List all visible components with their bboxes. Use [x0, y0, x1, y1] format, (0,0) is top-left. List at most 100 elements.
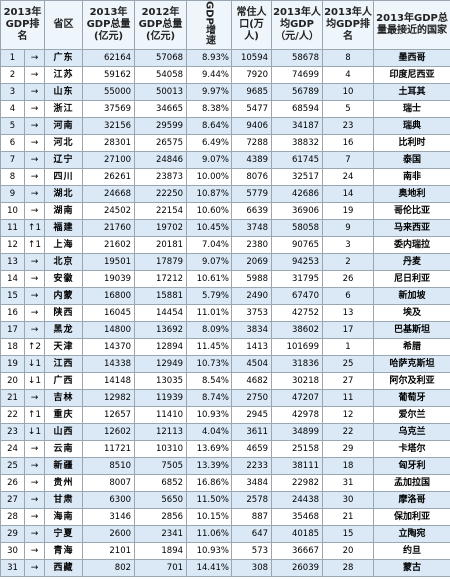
cell-gdp2013: 12982 [82, 389, 136, 407]
cell-province: 黑龙 [44, 321, 84, 339]
cell-population: 573 [231, 542, 273, 560]
cell-gdp2013: 24502 [82, 202, 136, 220]
cell-province: 湖南 [44, 202, 84, 220]
cell-gdp2013: 14338 [82, 355, 136, 373]
cell-province: 上海 [44, 236, 84, 254]
table-row: 28 → 海南 3146 2856 10.15% 887 35468 21 保加利亚 [0, 508, 450, 526]
cell-rank-change: → [23, 440, 46, 458]
cell-per-capita-rank: 19 [322, 202, 375, 220]
cell-per-capita-gdp: 61745 [271, 151, 324, 169]
cell-province: 安徽 [44, 270, 84, 288]
cell-gdp2012: 15881 [134, 287, 188, 305]
header-pop-label: 常住人口(万人) [236, 7, 267, 42]
cell-closest-country: 摩洛哥 [373, 491, 450, 509]
cell-gdp2013: 8510 [82, 457, 136, 475]
cell-per-capita-gdp: 36906 [271, 202, 324, 220]
cell-population: 2945 [231, 406, 273, 424]
cell-growth: 10.87% [186, 185, 233, 203]
cell-population: 3753 [231, 304, 273, 322]
table-row: 21 → 吉林 12982 11939 8.74% 2750 47207 11 葡萄牙 [0, 389, 450, 407]
cell-growth: 10.61% [186, 270, 233, 288]
cell-per-capita-gdp: 58678 [271, 49, 324, 67]
cell-province: 福建 [44, 219, 84, 237]
cell-per-capita-rank: 10 [322, 83, 375, 101]
table-row: 19 ↓1 江西 14338 12949 10.73% 4504 31836 25 哈萨克斯坦 [0, 355, 450, 373]
cell-gdp2012: 2856 [134, 508, 188, 526]
cell-province: 广东 [44, 49, 84, 67]
cell-gdp2013: 27100 [82, 151, 136, 169]
cell-per-capita-rank: 4 [322, 66, 375, 84]
cell-closest-country: 巴基斯坦 [373, 321, 450, 339]
cell-province: 湖北 [44, 185, 84, 203]
cell-province: 云南 [44, 440, 84, 458]
cell-closest-country: 新加坡 [373, 287, 450, 305]
cell-per-capita-rank: 8 [322, 49, 375, 67]
cell-growth: 11.06% [186, 525, 233, 543]
cell-rank: 4 [0, 100, 25, 118]
cell-per-capita-rank: 24 [322, 168, 375, 186]
cell-per-capita-rank: 31 [322, 474, 375, 492]
cell-province: 海南 [44, 508, 84, 526]
header-growth-label: GDP增速 [203, 1, 215, 45]
cell-rank-change: ↓1 [23, 372, 46, 390]
cell-closest-country: 南非 [373, 168, 450, 186]
cell-population: 7920 [231, 66, 273, 84]
cell-province: 河北 [44, 134, 84, 152]
cell-rank-change: → [23, 474, 46, 492]
cell-per-capita-rank: 26 [322, 270, 375, 288]
cell-closest-country: 蒙古 [373, 559, 450, 577]
cell-province: 陕西 [44, 304, 84, 322]
table-row: 22 ↑1 重庆 12657 11410 10.93% 2945 42978 12 爱尔兰 [0, 406, 450, 424]
table-row: 14 → 安徽 19039 17212 10.61% 5988 31795 26 尼日利亚 [0, 270, 450, 288]
cell-rank-change: ↓1 [23, 423, 46, 441]
cell-gdp2013: 2101 [82, 542, 136, 560]
header-rank-label: 2013年GDP排名 [3, 7, 42, 42]
cell-per-capita-gdp: 38832 [271, 134, 324, 152]
cell-rank: 8 [0, 168, 25, 186]
cell-closest-country: 阿尔及利亚 [373, 372, 450, 390]
cell-population: 887 [231, 508, 273, 526]
cell-closest-country: 埃及 [373, 304, 450, 322]
cell-per-capita-rank: 11 [322, 389, 375, 407]
cell-rank-change: → [23, 542, 46, 560]
cell-rank: 17 [0, 321, 25, 339]
table-row: 24 → 云南 11721 10310 13.69% 4659 25158 29 卡塔尔 [0, 440, 450, 458]
cell-rank-change: → [23, 83, 46, 101]
cell-rank-change: → [23, 559, 46, 577]
cell-per-capita-rank: 12 [322, 406, 375, 424]
cell-rank: 27 [0, 491, 25, 509]
cell-gdp2013: 37569 [82, 100, 136, 118]
cell-gdp2012: 12894 [134, 338, 188, 356]
table-row: 23 ↓1 山西 12602 12113 4.04% 3611 34899 22 乌克兰 [0, 423, 450, 441]
cell-closest-country: 卡塔尔 [373, 440, 450, 458]
cell-population: 4682 [231, 372, 273, 390]
cell-rank-change: ↑1 [23, 219, 46, 237]
cell-gdp2012: 11939 [134, 389, 188, 407]
cell-per-capita-rank: 7 [322, 151, 375, 169]
cell-population: 2380 [231, 236, 273, 254]
cell-per-capita-rank: 15 [322, 525, 375, 543]
cell-per-capita-gdp: 38602 [271, 321, 324, 339]
table-row: 1 → 广东 62164 57068 8.93% 10594 58678 8 墨西哥 [0, 49, 450, 67]
cell-rank-change: → [23, 389, 46, 407]
cell-rank-change: → [23, 508, 46, 526]
cell-population: 3748 [231, 219, 273, 237]
cell-province: 北京 [44, 253, 84, 271]
cell-population: 5477 [231, 100, 273, 118]
cell-gdp2013: 6300 [82, 491, 136, 509]
cell-per-capita-gdp: 56789 [271, 83, 324, 101]
cell-rank-change: → [23, 100, 46, 118]
cell-closest-country: 瑞士 [373, 100, 450, 118]
cell-closest-country: 葡萄牙 [373, 389, 450, 407]
cell-per-capita-rank: 13 [322, 304, 375, 322]
cell-gdp2012: 7505 [134, 457, 188, 475]
table-row: 16 → 陕西 16045 14454 11.01% 3753 42752 13 埃及 [0, 304, 450, 322]
cell-gdp2012: 10310 [134, 440, 188, 458]
table-row: 2 → 江苏 59162 54058 9.44% 7920 74699 4 印度尼西亚 [0, 66, 450, 84]
cell-growth: 10.45% [186, 219, 233, 237]
cell-rank: 5 [0, 117, 25, 135]
cell-growth: 10.73% [186, 355, 233, 373]
cell-rank: 9 [0, 185, 25, 203]
cell-closest-country: 印度尼西亚 [373, 66, 450, 84]
cell-growth: 10.93% [186, 542, 233, 560]
